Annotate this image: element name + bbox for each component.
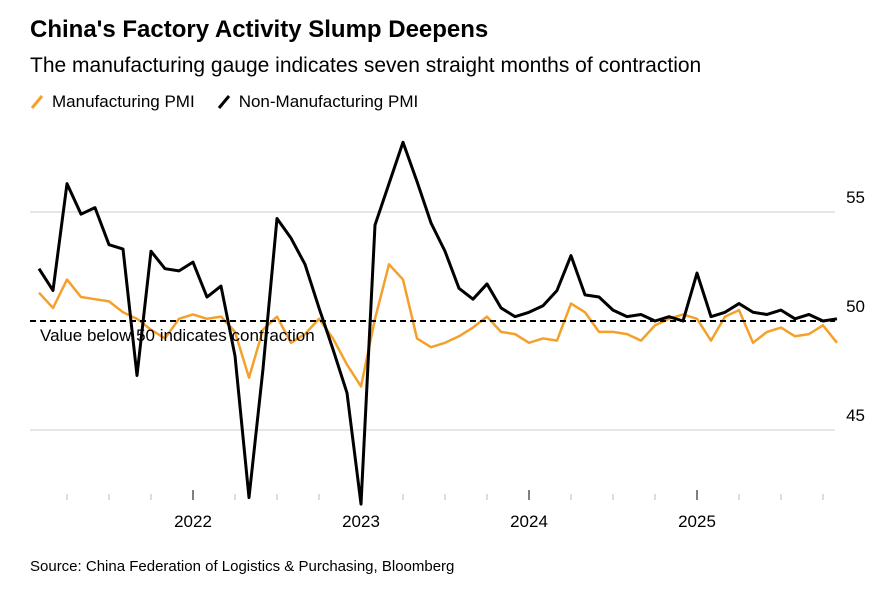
x-tick-label: 2023 <box>342 512 380 531</box>
x-tick-label: 2025 <box>678 512 716 531</box>
y-tick-label: 45 <box>846 406 865 425</box>
legend-item-manufacturing: Manufacturing PMI <box>30 92 195 112</box>
chart-subtitle: The manufacturing gauge indicates seven … <box>30 54 702 77</box>
legend-swatch-black-icon <box>217 95 230 109</box>
x-tick-label: 2024 <box>510 512 548 531</box>
reference-line-label: Value below 50 indicates contraction <box>40 326 315 345</box>
series-line-non-manufacturing <box>37 140 838 506</box>
x-tick-label: 2022 <box>174 512 212 531</box>
chart-title: China's Factory Activity Slump Deepens <box>30 16 489 43</box>
legend-label: Non-Manufacturing PMI <box>238 92 419 111</box>
y-tick-label: 55 <box>846 188 865 207</box>
series-line-manufacturing <box>38 263 838 388</box>
legend-item-non-manufacturing: Non-Manufacturing PMI <box>217 92 419 112</box>
legend-label: Manufacturing PMI <box>52 92 195 111</box>
legend: Manufacturing PMI Non-Manufacturing PMI <box>30 92 418 112</box>
source-note: Source: China Federation of Logistics & … <box>30 558 455 575</box>
legend-swatch-orange-icon <box>30 95 44 109</box>
y-tick-label: 50 <box>846 297 865 316</box>
